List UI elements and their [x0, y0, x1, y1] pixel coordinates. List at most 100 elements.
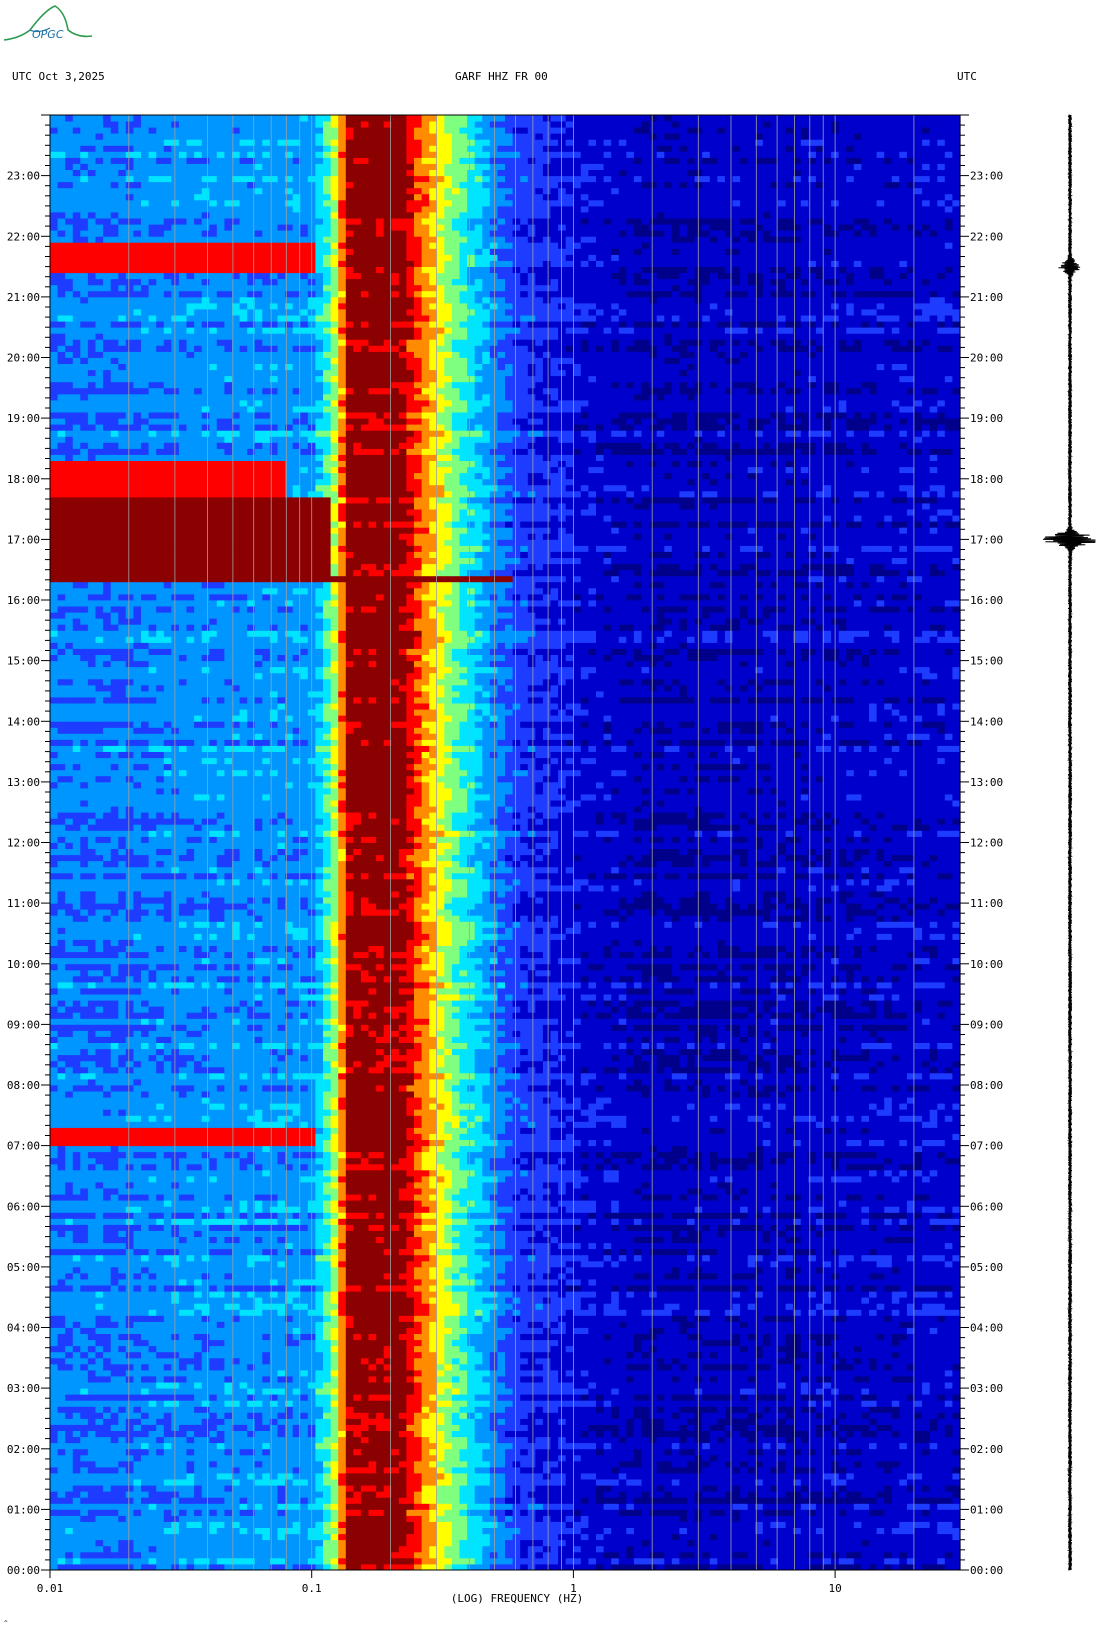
heatmap-cell — [247, 1327, 256, 1334]
heatmap-cell — [467, 1394, 476, 1401]
heatmap-cell — [125, 1497, 134, 1504]
heatmap-cell — [474, 1376, 483, 1383]
heatmap-cell — [793, 1339, 802, 1347]
heatmap-cell — [944, 1339, 953, 1347]
heatmap-cell — [315, 1442, 324, 1450]
heatmap-cell — [376, 1357, 385, 1365]
heatmap-cell — [755, 1430, 764, 1438]
heatmap-cell — [163, 1497, 172, 1504]
heatmap-cell — [171, 1527, 180, 1535]
heatmap-cell — [808, 1497, 817, 1504]
heatmap-cell — [133, 1339, 142, 1347]
heatmap-cell — [861, 1466, 870, 1474]
heatmap-cell — [724, 1345, 734, 1353]
heatmap-cell — [717, 1339, 726, 1347]
heatmap-cell — [95, 1412, 104, 1419]
heatmap-cell — [368, 1436, 377, 1444]
heatmap-cell — [171, 1454, 180, 1462]
heatmap-cell — [133, 1345, 142, 1353]
heatmap-cell — [542, 1473, 552, 1480]
heatmap-cell — [724, 1509, 734, 1516]
heatmap-cell — [57, 1515, 66, 1522]
heatmap-cell — [80, 1351, 89, 1359]
heatmap-cell — [368, 1412, 377, 1419]
heatmap-cell — [65, 1454, 74, 1462]
heatmap-cell — [80, 1485, 89, 1492]
heatmap-cell — [876, 1460, 885, 1468]
heatmap-cell — [300, 1448, 309, 1456]
heatmap-cell — [459, 1430, 468, 1438]
heatmap-cell — [239, 1497, 248, 1504]
heatmap-cell — [141, 1539, 150, 1547]
heatmap-cell — [444, 1479, 453, 1486]
heatmap-cell — [929, 1424, 938, 1431]
heatmap-cell — [247, 1515, 256, 1522]
heatmap-cell — [891, 1563, 900, 1571]
heatmap-cell — [815, 1406, 825, 1413]
heatmap-cell — [87, 1563, 97, 1571]
heatmap-cell — [277, 1503, 286, 1510]
heatmap-cell — [414, 1376, 423, 1383]
heatmap-cell — [459, 1442, 468, 1450]
heatmap-cell — [323, 1557, 332, 1565]
heatmap-cell — [467, 1521, 476, 1528]
heatmap-cell — [747, 1400, 756, 1407]
heatmap-cell — [596, 1369, 605, 1377]
heatmap-cell — [603, 1491, 612, 1498]
heatmap-cell — [353, 1369, 362, 1377]
heatmap-cell — [186, 1333, 195, 1341]
heatmap-cell — [724, 1466, 734, 1474]
heatmap-cell — [565, 1533, 574, 1541]
heatmap-cell — [846, 1442, 855, 1450]
heatmap-cell — [239, 1442, 248, 1450]
heatmap-cell — [505, 1315, 514, 1322]
heatmap-cell — [740, 1382, 749, 1389]
heatmap-cell — [239, 1473, 248, 1480]
heatmap-cell — [618, 1333, 627, 1341]
heatmap-cell — [762, 1345, 771, 1353]
heatmap-cell — [899, 1551, 908, 1559]
heatmap-cell — [596, 1497, 605, 1504]
heatmap-cell — [141, 1327, 150, 1334]
heatmap-cell — [194, 1466, 203, 1474]
heatmap-cell — [474, 1315, 483, 1322]
heatmap-cell — [391, 1424, 400, 1431]
heatmap-cell — [330, 1533, 339, 1541]
heatmap-cell — [778, 1539, 787, 1547]
heatmap-cell — [57, 1473, 66, 1480]
heatmap-cell — [368, 1460, 377, 1468]
heatmap-cell — [853, 1382, 862, 1389]
heatmap-cell — [163, 1363, 172, 1371]
heatmap-cell — [232, 1527, 241, 1535]
heatmap-cell — [156, 1563, 165, 1571]
heatmap-cell — [656, 1503, 665, 1510]
heatmap-cell — [224, 1551, 233, 1559]
heatmap-cell — [891, 1533, 900, 1541]
heatmap-cell — [95, 1376, 104, 1383]
heatmap-cell — [596, 1436, 605, 1444]
heatmap-cell — [558, 1515, 567, 1522]
heatmap-cell — [884, 1357, 893, 1365]
heatmap-cell — [323, 1400, 332, 1407]
heatmap-cell — [702, 1533, 711, 1541]
heatmap-cell — [315, 1430, 324, 1438]
heatmap-cell — [762, 1557, 771, 1565]
heatmap-cell — [717, 1412, 726, 1419]
heatmap-cell — [125, 1376, 134, 1383]
heatmap-cell — [148, 1527, 157, 1535]
heatmap-cell — [209, 1315, 218, 1322]
heatmap-cell — [338, 1412, 347, 1419]
heatmap-cell — [520, 1388, 529, 1395]
heatmap-cell — [391, 1527, 400, 1535]
heatmap-cell — [778, 1327, 787, 1334]
heatmap-cell — [823, 1363, 832, 1371]
heatmap-cell — [269, 1376, 279, 1383]
heatmap-cell — [232, 1345, 241, 1353]
heatmap-cell — [216, 1503, 225, 1510]
heatmap-cell — [103, 1400, 112, 1407]
heatmap-cell — [770, 1333, 779, 1341]
heatmap-cell — [444, 1491, 453, 1498]
heatmap-cell — [573, 1327, 582, 1334]
heatmap-cell — [687, 1466, 696, 1474]
